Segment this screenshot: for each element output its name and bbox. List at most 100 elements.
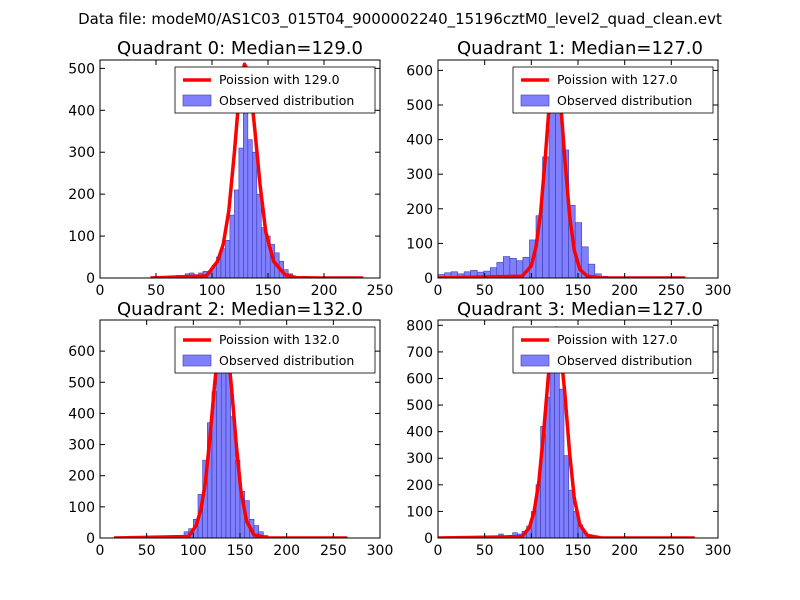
y-tick-label: 500 (68, 375, 95, 391)
histogram-bar (563, 455, 569, 538)
histogram-bar (256, 193, 262, 278)
y-tick-label: 200 (406, 202, 433, 218)
y-tick-label: 400 (406, 425, 433, 441)
legend-observed-label: Observed distribution (219, 93, 354, 108)
legend-observed-label: Observed distribution (557, 353, 692, 368)
y-tick-label: 600 (406, 371, 433, 387)
x-tick-label: 250 (320, 543, 347, 559)
histogram-bar (503, 256, 511, 278)
x-tick-label: 150 (565, 283, 592, 299)
x-tick-label: 0 (96, 283, 105, 299)
x-tick-label: 50 (138, 543, 156, 559)
quadrant-0-panel: Quadrant 0: Median=129.0 0 50 100 150 200 250… (68, 38, 393, 299)
x-tick-label: 100 (199, 283, 226, 299)
y-tick-label: 300 (406, 167, 433, 183)
figure-title: Data file: modeM0/AS1C03_015T04_90000022… (78, 10, 722, 29)
x-tick-label: 150 (565, 543, 592, 559)
x-tick-label: 300 (367, 543, 394, 559)
histogram-bar (554, 362, 560, 538)
histogram-bar (238, 147, 244, 278)
y-tick-label: 100 (68, 229, 95, 245)
x-tick-label: 0 (434, 543, 443, 559)
legend: Poission with 127.0 Observed distribution (512, 326, 714, 374)
y-tick-label: 100 (406, 504, 433, 520)
histogram-bar (549, 346, 555, 538)
y-tick-label: 200 (406, 478, 433, 494)
legend-observed-label: Observed distribution (557, 93, 692, 108)
histogram-bar (225, 239, 231, 278)
x-tick-label: 250 (658, 283, 685, 299)
y-tick-label: 600 (406, 63, 433, 79)
quadrant-1-panel: Quadrant 1: Median=127.0 0 50 100 150 200 250… (406, 38, 731, 299)
legend-bar-swatch (520, 354, 550, 367)
legend: Poission with 129.0 Observed distribution (174, 66, 376, 114)
y-tick-label: 100 (406, 236, 433, 252)
y-tick-label: 300 (68, 438, 95, 454)
legend-poisson-label: Poission with 127.0 (557, 72, 678, 87)
x-tick-label: 150 (255, 283, 282, 299)
x-tick-label: 100 (518, 543, 545, 559)
x-tick-label: 50 (147, 283, 165, 299)
x-axis: 0 50 100 150 200 250 300 (434, 60, 732, 299)
legend: Poission with 132.0 Observed distribution (174, 326, 376, 374)
x-tick-label: 200 (611, 543, 638, 559)
legend-bar-swatch (520, 94, 550, 107)
y-tick-label: 0 (424, 531, 433, 547)
y-tick-label: 400 (68, 103, 95, 119)
x-tick-label: 50 (476, 283, 494, 299)
x-tick-label: 300 (705, 543, 732, 559)
quadrant-0-title: Quadrant 0: Median=129.0 (117, 38, 363, 59)
y-axis: 0 100 200 300 400 500 600 700 800 (406, 318, 718, 547)
quadrant-3-title: Quadrant 3: Median=127.0 (457, 299, 703, 320)
histogram-bar (247, 139, 253, 278)
x-tick-label: 200 (611, 283, 638, 299)
y-tick-label: 200 (68, 187, 95, 203)
x-tick-label: 250 (658, 543, 685, 559)
legend-observed-label: Observed distribution (219, 353, 354, 368)
y-axis: 0 100 200 300 400 500 (68, 61, 380, 287)
y-tick-label: 500 (406, 98, 433, 114)
x-tick-label: 200 (273, 543, 300, 559)
histogram-bar (581, 246, 589, 278)
legend-bar-swatch (182, 354, 212, 367)
x-tick-label: 100 (518, 283, 545, 299)
x-tick-label: 300 (705, 283, 732, 299)
histogram-bar (252, 151, 258, 278)
x-axis: 0 50 100 150 200 250 (96, 60, 394, 299)
quadrant-2-title: Quadrant 2: Median=132.0 (117, 299, 363, 320)
y-tick-label: 400 (68, 406, 95, 422)
y-tick-label: 0 (424, 271, 433, 287)
x-tick-label: 100 (180, 543, 207, 559)
x-axis: 0 50 100 150 200 250 300 (434, 320, 732, 559)
y-tick-label: 200 (68, 469, 95, 485)
y-tick-label: 0 (86, 271, 95, 287)
y-axis: 0 100 200 300 400 500 600 (68, 344, 380, 547)
quadrant-3-panel: Quadrant 3: Median=127.0 0 50 100 150 200 250… (406, 299, 731, 559)
x-tick-label: 200 (311, 283, 338, 299)
y-tick-label: 600 (68, 344, 95, 360)
y-tick-label: 500 (68, 61, 95, 77)
x-tick-label: 150 (227, 543, 254, 559)
y-tick-label: 300 (68, 145, 95, 161)
quadrant-1-title: Quadrant 1: Median=127.0 (457, 38, 703, 59)
y-tick-label: 700 (406, 345, 433, 361)
x-axis: 0 50 100 150 200 250 300 (96, 320, 394, 559)
y-axis: 0 100 200 300 400 500 600 (406, 63, 718, 287)
axes-frame (99, 59, 381, 279)
y-tick-label: 800 (406, 318, 433, 334)
legend-poisson-label: Poission with 132.0 (219, 332, 340, 347)
x-tick-label: 250 (367, 283, 394, 299)
quadrant-2-panel: Quadrant 2: Median=132.0 0 50 100 150 200 250… (68, 299, 393, 559)
y-tick-label: 500 (406, 398, 433, 414)
legend: Poission with 127.0 Observed distribution (512, 66, 714, 114)
y-tick-label: 300 (406, 451, 433, 467)
legend-bar-swatch (182, 94, 212, 107)
y-tick-label: 400 (406, 133, 433, 149)
histogram-bar (559, 388, 565, 538)
legend-poisson-label: Poission with 127.0 (557, 332, 678, 347)
legend-poisson-label: Poission with 129.0 (219, 72, 340, 87)
x-tick-label: 0 (96, 543, 105, 559)
x-tick-label: 0 (434, 283, 443, 299)
y-tick-label: 100 (68, 500, 95, 516)
